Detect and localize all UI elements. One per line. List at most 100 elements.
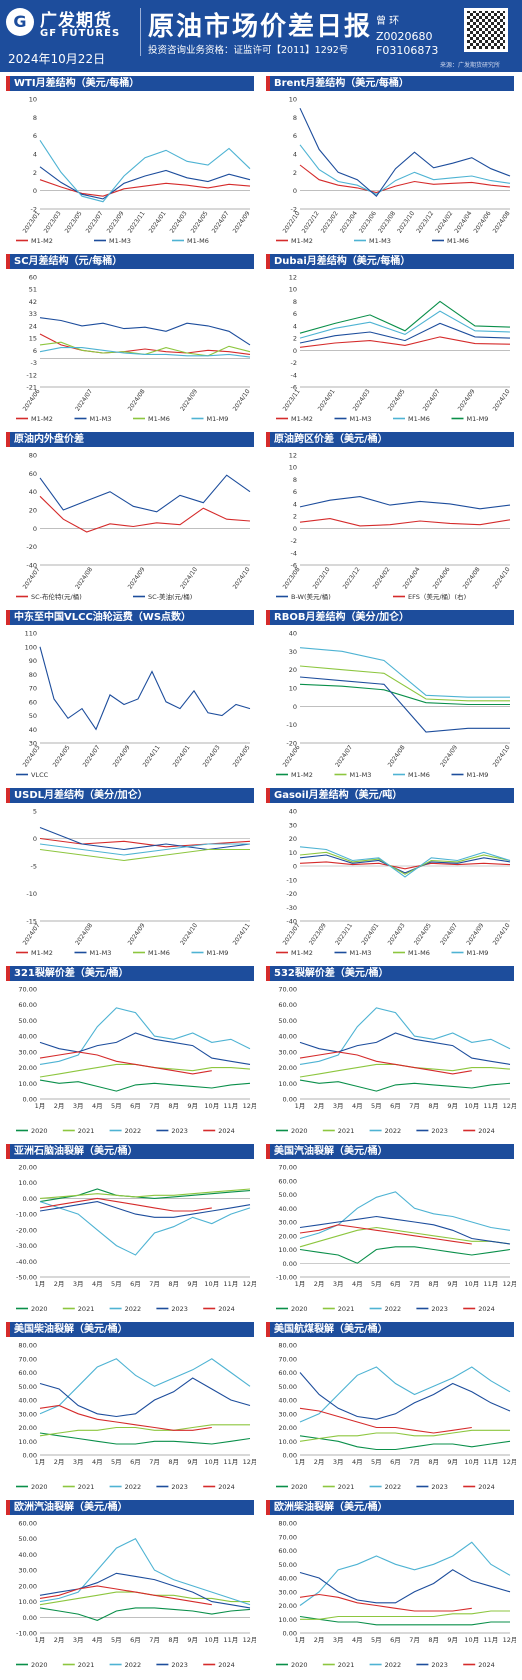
legend-label: SC-布伦特(元/桶) <box>31 592 82 601</box>
x-tick-label: 8月 <box>168 1458 179 1466</box>
x-tick-label: 2024/09 <box>179 388 199 413</box>
y-tick-label: 40 <box>289 630 297 638</box>
x-tick-label: 2024/10 <box>179 922 199 947</box>
chart-panel: SC月差结构（元/每桶） -21 -12 -3 6 15 24 33 42 51 60 2024/06… <box>6 254 263 430</box>
legend-label: 2021 <box>338 1127 355 1135</box>
x-tick-label: 3月 <box>73 1102 84 1110</box>
x-tick-label: 2024/08 <box>387 744 407 769</box>
x-tick-label: 2024/07 <box>74 388 94 413</box>
y-tick-label: -10.00 <box>16 1630 37 1638</box>
series-line <box>39 848 250 862</box>
y-tick-label: 2 <box>293 169 297 177</box>
legend-label: 2022 <box>125 1483 142 1491</box>
legend-label: 2022 <box>125 1661 142 1669</box>
legend-label: 2023 <box>171 1127 188 1135</box>
legend-label: M1-M2 <box>291 237 313 245</box>
x-tick-label: 2024/10 <box>179 566 199 591</box>
legend-label: 2024 <box>218 1127 235 1135</box>
chart-panel: Dubai月差结构（美元/每桶） -6 -4 -2 0 2 4 6 8 10 12 2023/11 20… <box>266 254 522 430</box>
y-tick-label: 20.00 <box>18 1164 37 1172</box>
legend-label: 2020 <box>31 1305 48 1313</box>
y-tick-label: -12 <box>26 371 37 379</box>
chart-title: SC月差结构（元/每桶） <box>6 254 254 269</box>
x-tick-label: 3月 <box>333 1280 344 1288</box>
x-tick-label: 8月 <box>168 1102 179 1110</box>
x-tick-label: 3月 <box>333 1458 344 1466</box>
y-tick-label: 20.00 <box>18 1064 37 1072</box>
y-tick-label: 30.00 <box>278 1048 297 1056</box>
legend-label: B-W(美元/桶) <box>291 592 331 601</box>
y-tick-label: 80 <box>29 671 37 679</box>
x-tick-label: 11月 <box>484 1458 499 1466</box>
x-tick-label: 2022/10 <box>282 210 302 235</box>
x-tick-label: 2024/06 <box>282 744 302 769</box>
y-tick-label: 60.00 <box>18 1001 37 1009</box>
chart-title: WTI月差结构（美元/每桶） <box>6 76 254 91</box>
chart-panel: 321裂解价差（美元/桶） 0.00 10.00 20.00 30.00 40.00 50.… <box>6 966 263 1142</box>
x-tick-label: 2024/11 <box>232 922 252 947</box>
legend-label: 2020 <box>291 1127 308 1135</box>
series-line <box>299 144 511 195</box>
x-tick-label: 2024/08 <box>74 566 94 591</box>
x-tick-label: 2024/02 <box>434 210 454 235</box>
x-tick-label: 7月 <box>149 1636 160 1644</box>
legend-label: M1-M2 <box>291 415 313 423</box>
line-chart: -10.00 0.00 10.00 20.00 30.00 40.00 50.00 60.00… <box>276 1164 516 1313</box>
y-tick-label: 70.00 <box>278 1355 297 1363</box>
chart-panel: WTI月差结构（美元/每桶） -2 0 2 4 6 8 10 2023/01 2023/03 202… <box>6 76 263 252</box>
x-tick-label: 11月 <box>484 1102 499 1110</box>
chart-title: 美国航煤裂解（美元/桶） <box>266 1322 514 1337</box>
y-tick-label: -6 <box>291 384 297 392</box>
x-tick-label: 2月 <box>314 1102 325 1110</box>
y-tick-label: 60.00 <box>18 1369 37 1377</box>
series-line <box>39 646 251 731</box>
series-line <box>39 179 251 197</box>
y-tick-label: 70.00 <box>18 1355 37 1363</box>
x-tick-label: 2024/10 <box>492 388 512 413</box>
x-tick-label: 10月 <box>204 1280 219 1288</box>
x-tick-label: 2024/06 <box>22 388 42 413</box>
y-tick-label: -5 <box>31 863 37 871</box>
y-tick-label: 10 <box>289 685 297 693</box>
series-line <box>39 1377 251 1418</box>
chart-panel: 原油内外盘价差 -40 -20 0 20 40 60 80 2024/07 2024/08 2024… <box>6 432 263 608</box>
x-tick-label: 7月 <box>409 1458 420 1466</box>
series-line <box>299 1429 510 1442</box>
y-tick-label: 10.00 <box>18 1438 37 1446</box>
x-tick-label: 10月 <box>464 1280 479 1288</box>
chart-panel: Gasoil月差结构（美元/吨） -40 -30 -20 -10 0 10 20 30 40 202… <box>266 788 522 964</box>
y-tick-label: -20 <box>286 740 297 748</box>
x-tick-label: 9月 <box>187 1458 198 1466</box>
line-chart: 0.00 10.00 20.00 30.00 40.00 50.00 60.00 70.00 1… <box>16 986 256 1135</box>
y-tick-label: -3 <box>31 359 37 367</box>
series-line <box>299 683 510 706</box>
x-tick-label: 5月 <box>111 1102 122 1110</box>
x-tick-label: 12月 <box>503 1636 516 1644</box>
x-tick-label: 2024/09 <box>112 744 132 769</box>
y-tick-label: 30.00 <box>278 1410 297 1418</box>
qr-code[interactable] <box>464 8 508 52</box>
legend-label: M1-M3 <box>350 415 372 423</box>
series-line <box>39 1201 251 1256</box>
x-tick-label: 2月 <box>54 1636 65 1644</box>
x-tick-label: 2月 <box>314 1636 325 1644</box>
x-tick-label: 10月 <box>204 1458 219 1466</box>
series-line <box>39 333 251 355</box>
x-tick-label: 1月 <box>295 1280 306 1288</box>
series-line <box>299 164 511 194</box>
chart-panel: USDL月差结构（美分/加仑） -15 -10 -5 0 5 2024/07 2024/08 2… <box>6 788 263 964</box>
y-tick-label: 100 <box>25 643 37 651</box>
y-tick-label: 20 <box>289 835 297 843</box>
x-tick-label: 2月 <box>54 1458 65 1466</box>
line-chart: 0.00 10.00 20.00 30.00 40.00 50.00 60.00 70.00 1… <box>276 986 516 1135</box>
header-note: 来源：广发期货研究所 <box>440 62 501 69</box>
chart-title: 原油跨区价差（美元/桶） <box>266 432 514 447</box>
y-tick-label: -10.00 <box>16 1211 37 1219</box>
y-tick-label: 8 <box>293 114 297 122</box>
y-tick-label: 10 <box>29 96 37 104</box>
y-tick-label: -15 <box>26 918 37 926</box>
x-tick-label: 2024/10 <box>232 566 252 591</box>
x-tick-label: 10月 <box>464 1636 479 1644</box>
qualification-text: 投资咨询业务资格：证监许可【2011】1292号 <box>148 45 349 56</box>
x-tick-label: 9月 <box>187 1636 198 1644</box>
